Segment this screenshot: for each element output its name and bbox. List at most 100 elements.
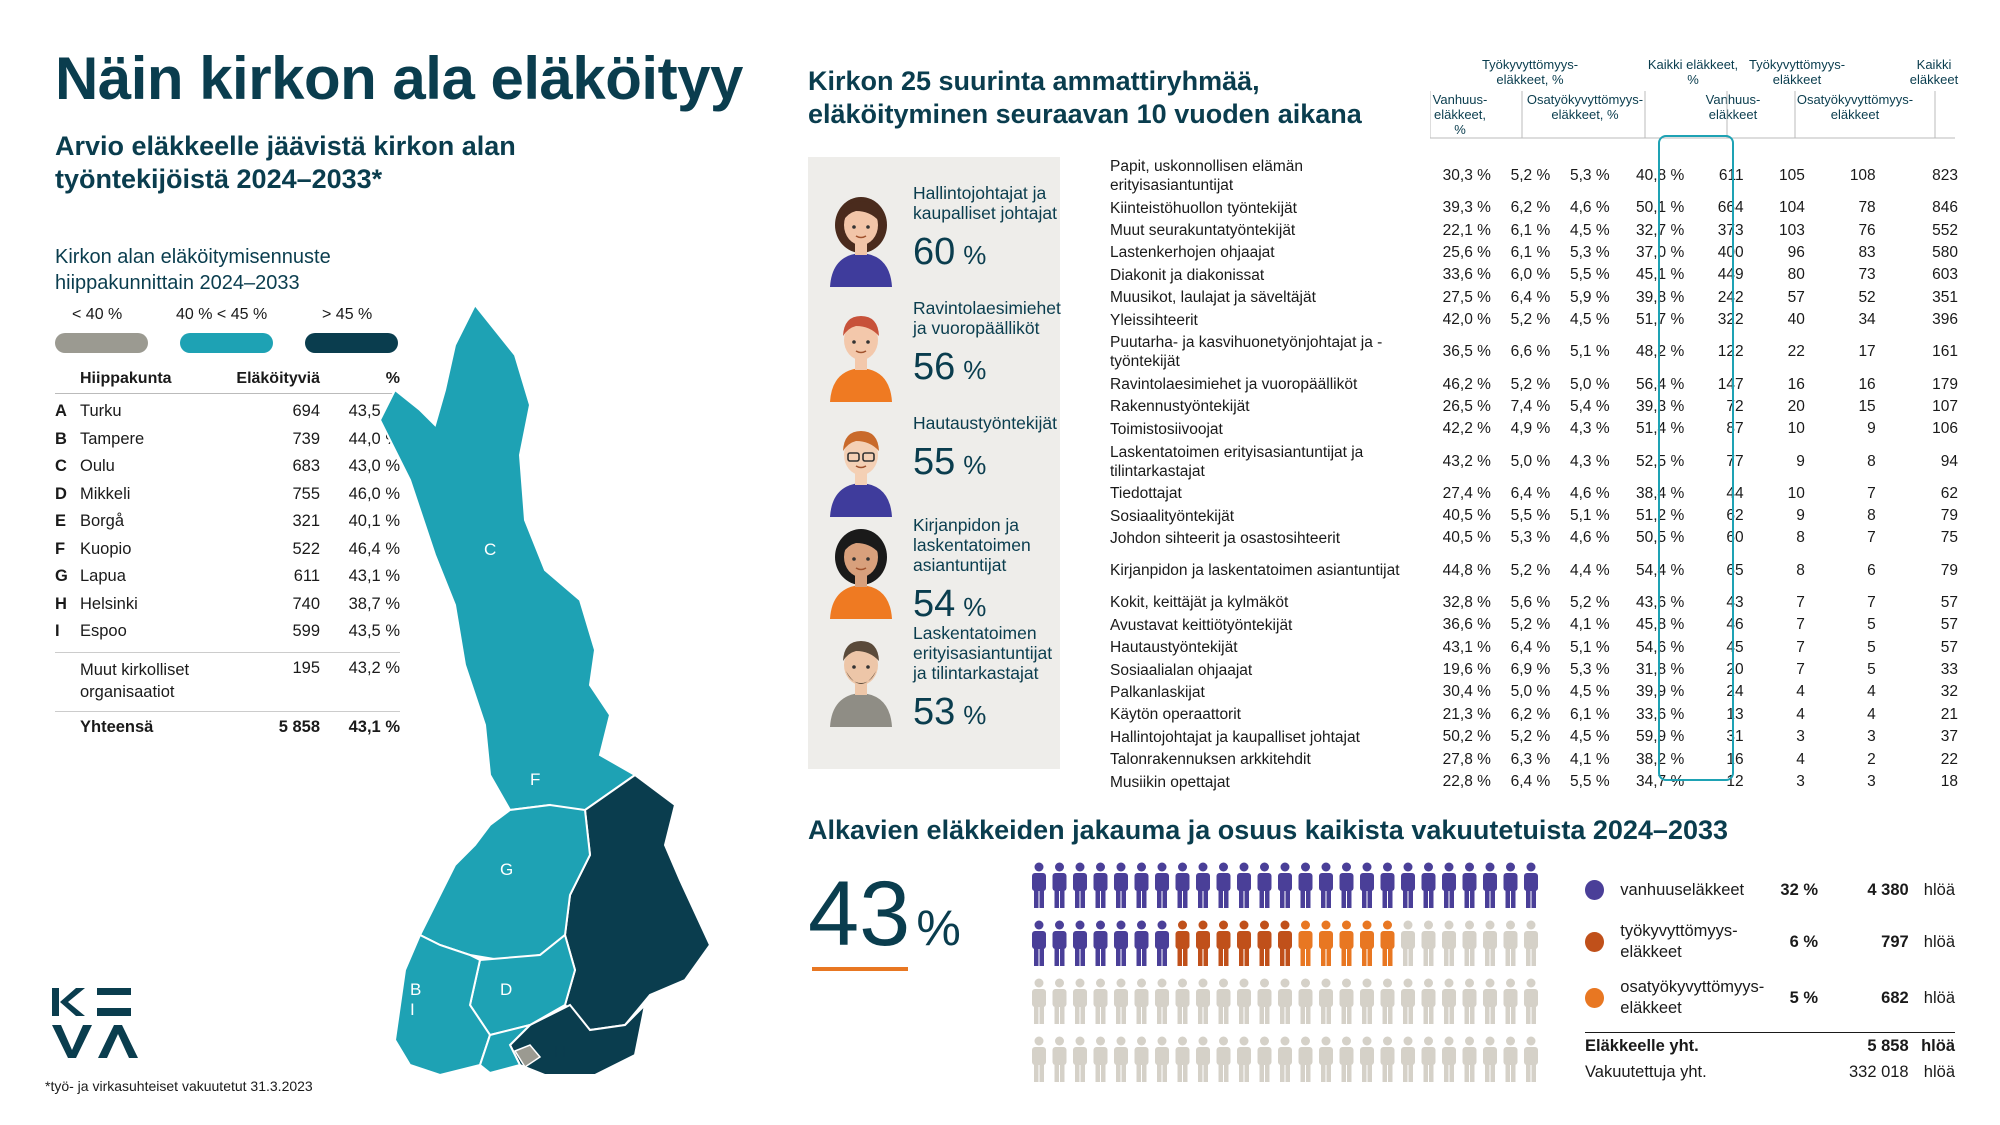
cell-partial-pct: 5,3 % — [1569, 661, 1610, 679]
cell-partial-pct: 4,3 % — [1569, 420, 1610, 438]
cell-disability-n: 16 — [1787, 375, 1805, 393]
cell-partial-pct: 5,3 % — [1569, 167, 1610, 184]
person-icon — [1237, 920, 1251, 966]
diocese-count: 683 — [292, 457, 320, 476]
person-icon — [1524, 1036, 1538, 1082]
cell-partial-n: 9 — [1867, 420, 1876, 438]
cell-total-n: 179 — [1932, 375, 1958, 393]
occupation-row: Yleissihteerit 42,0 % 5,2 % 4,5 % 51,7 % 322 4… — [1110, 309, 1958, 331]
cell-partial-n: 8 — [1867, 452, 1876, 470]
other-pct: 43,2 % — [348, 658, 400, 677]
legend-label-mid: 40 % < 45 % — [176, 306, 268, 323]
cell-old-age-pct: 19,6 % — [1442, 661, 1491, 679]
cell-partial-pct: 4,3 % — [1569, 452, 1610, 470]
cell-total-pct: 39,9 % — [1636, 683, 1685, 701]
cell-total-n: 18 — [1940, 773, 1958, 790]
cell-partial-n: 6 — [1867, 561, 1876, 579]
cell-old-age-pct: 27,5 % — [1442, 288, 1491, 306]
cell-total-pct: 51,7 % — [1636, 311, 1685, 329]
cell-old-age-n: 65 — [1726, 561, 1744, 579]
finland-diocese-map: C F G D B A E I E H — [380, 305, 712, 1075]
person-icon — [1237, 978, 1251, 1024]
diocese-count: 599 — [292, 622, 320, 641]
cell-old-age-n: 16 — [1726, 750, 1744, 768]
cell-disability-pct: 6,9 % — [1510, 661, 1551, 679]
distribution-share-value: 43 — [808, 863, 911, 965]
person-icon — [1196, 920, 1210, 966]
cell-total-n: 351 — [1932, 288, 1958, 306]
person-icon — [1401, 1036, 1415, 1082]
map-region-h — [513, 1044, 542, 1069]
person-icon — [1196, 978, 1210, 1024]
cell-disability-n: 7 — [1796, 616, 1805, 634]
occupation-row: Rakennustyöntekijät 26,5 % 7,4 % 5,4 % 39,3 … — [1110, 396, 1958, 418]
cell-total-n: 580 — [1932, 243, 1958, 261]
map-label-g: G — [500, 860, 513, 879]
person-icon — [1524, 978, 1538, 1024]
person-icon — [1155, 1036, 1169, 1082]
legend-unit: hlöä — [1923, 932, 1955, 951]
highlight-label: Ravintolaesimiehet ja vuoropäälliköt — [913, 298, 1061, 338]
legend-swatch-mid — [180, 333, 273, 353]
occupation-name: Palkanlaskijat — [1110, 683, 1205, 701]
man-beard-avatar — [830, 641, 892, 727]
person-icon — [1278, 920, 1292, 966]
person-icon — [1524, 920, 1538, 966]
person-icon — [1257, 920, 1272, 966]
cell-old-age-n: 60 — [1726, 529, 1744, 547]
man-glasses-avatar — [830, 431, 892, 517]
person-icon — [1421, 862, 1436, 908]
highlight-label: Kirjanpidon ja laskentatoimen asiantunti… — [913, 515, 1031, 575]
cell-disability-n: 7 — [1796, 638, 1805, 656]
cell-partial-n: 17 — [1858, 343, 1876, 361]
diocese-letter: H — [55, 594, 67, 613]
cell-old-age-pct: 27,8 % — [1442, 750, 1491, 768]
occupation-name: Talonrakennuksen arkkitehdit — [1110, 751, 1311, 769]
diocese-row: F Kuopio 522 46,4 % — [55, 536, 400, 564]
legend-dot — [1585, 932, 1605, 952]
cell-partial-n: 7 — [1867, 529, 1876, 547]
person-icon — [1175, 1036, 1190, 1082]
occupation-row: Sosiaalityöntekijät 40,5 % 5,5 % 5,1 % 51,2 … — [1110, 505, 1958, 527]
occupation-row: Sosiaalialan ohjaajat 19,6 % 6,9 % 5,3 % 31,… — [1110, 659, 1958, 681]
map-label-h: H — [554, 1042, 566, 1061]
cell-partial-pct: 5,2 % — [1569, 593, 1610, 611]
cell-total-pct: 50,1 % — [1636, 199, 1685, 217]
cell-disability-pct: 5,2 % — [1510, 728, 1551, 746]
occupation-name: Sosiaalialan ohjaajat — [1110, 661, 1253, 679]
cell-total-n: 33 — [1940, 661, 1958, 679]
person-icon — [1483, 1036, 1497, 1082]
diocese-name: Tampere — [80, 429, 145, 448]
legend-swatch-low — [55, 333, 148, 353]
cell-disability-n: 9 — [1796, 507, 1805, 525]
diocese-pct: 46,4 % — [348, 539, 400, 558]
cell-total-pct: 34,7 % — [1636, 773, 1685, 790]
highlight-value: 53% — [913, 691, 986, 734]
diocese-pct: 43,0 % — [348, 457, 400, 476]
person-icon — [1278, 1036, 1292, 1082]
cell-total-pct: 54,4 % — [1636, 561, 1685, 579]
cell-partial-n: 52 — [1858, 288, 1876, 306]
cell-partial-n: 4 — [1867, 705, 1876, 723]
cell-total-pct: 32,7 % — [1636, 221, 1685, 239]
cell-disability-pct: 6,2 % — [1510, 705, 1551, 723]
cell-old-age-n: 449 — [1717, 266, 1744, 284]
person-icon — [1073, 920, 1087, 966]
person-icon — [1257, 978, 1272, 1024]
person-icon — [1503, 920, 1518, 966]
person-icon — [1278, 978, 1292, 1024]
cell-partial-pct: 4,5 % — [1569, 221, 1610, 239]
occupation-row: Kiinteistöhuollon työntekijät 39,3 % 6,2 %… — [1110, 197, 1958, 219]
occupation-name: Laskentatoimen erityisasiantuntijat ja t… — [1110, 443, 1364, 480]
occupation-row: Puutarha- ja kasvihuonetyönjohtajat ja -… — [1110, 331, 1958, 373]
cell-total-n: 79 — [1940, 507, 1958, 525]
map-label-f: F — [530, 770, 540, 789]
occupation-row: Talonrakennuksen arkkitehdit 27,8 % 6,3 % 4… — [1110, 748, 1958, 770]
cell-total-pct: 43,6 % — [1636, 593, 1685, 611]
legend-pct: 32 % — [1780, 880, 1819, 899]
cell-partial-pct: 4,1 % — [1569, 750, 1610, 768]
occupation-name: Sosiaalityöntekijät — [1110, 507, 1235, 525]
summary-unit: hlöä — [1923, 1062, 1955, 1081]
cell-old-age-n: 242 — [1717, 288, 1744, 306]
highlight-label: Hallintojohtajat ja kaupalliset johtajat — [913, 183, 1057, 223]
